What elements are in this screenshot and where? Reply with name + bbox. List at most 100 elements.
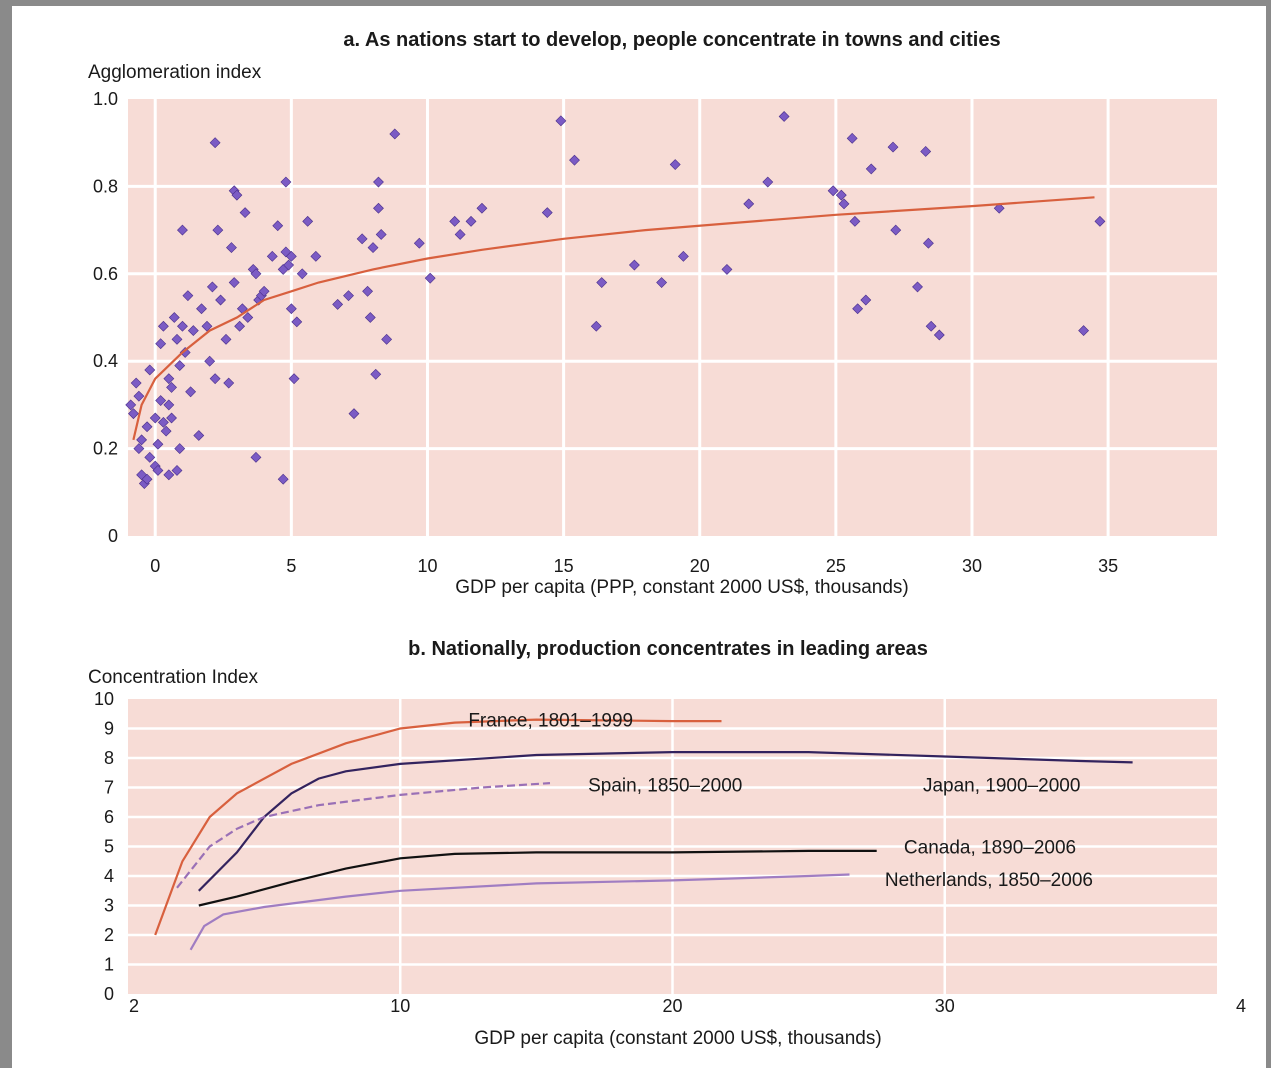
panel-a-data-point [280,176,292,188]
panel-a-data-point [141,473,153,485]
panel-a-data-point [149,412,161,424]
panel-a-x-ticks: 0 5 10 15 20 25 30 35 [150,556,1118,576]
panel-a-data-point [266,250,278,262]
panel-a-data-point [179,347,191,358]
panel-b-y-tick-label: 8 [104,748,114,768]
panel-a-data-point [310,250,322,262]
panel-a-data-point [465,215,477,227]
panel-a-data-point [285,303,297,315]
panel-a-data-point [912,281,923,293]
panel-a-data-point [291,316,303,328]
panel-b-series-label: Canada, 1890–2006 [904,838,1076,859]
panel-a-data-point [231,189,243,201]
panel-a-data-point [215,294,226,306]
panel-b-y-tick-label: 10 [94,689,114,709]
panel-a-data-point [177,320,188,332]
panel-a-data-point [128,408,139,420]
panel-a-data-point [656,277,668,288]
panel-a-data-point [155,395,167,406]
panel-a-data-point [277,473,289,485]
panel-a-data-point [476,202,488,214]
panel-b-x-ticks: 2 10 20 30 4 [129,996,1246,1016]
panel-a-data-point [174,360,186,371]
panel-a-data-point [212,224,224,236]
panel-a-data-point [343,290,354,302]
panel-b-x-tick-label: 30 [935,996,955,1016]
panel-a-data-point [209,137,221,149]
panel-a-x-tick-label: 0 [150,556,160,576]
panel-b-y-tick-label: 2 [104,925,114,945]
panel-a-x-tick-label: 30 [962,556,982,576]
panel-a-data-point [283,259,295,271]
panel-a-data-point [454,229,466,240]
panel-a-data-point [196,303,207,315]
panel-a-data-point [166,412,177,424]
panel-a-data-point [849,215,861,227]
panel-b-series-line [154,718,722,936]
panel-b-series-label: Japan, 1900–2000 [923,776,1080,797]
panel-a-trend-line [132,196,1095,441]
panel-a-data-point [381,333,393,345]
panel-b-series-line [189,873,850,951]
panel-a-data-point [424,272,436,284]
panel-a-data-point [356,233,368,245]
panel-b-y-tick-label: 7 [104,778,114,798]
panel-a-data-point [920,146,932,157]
panel-a-data-point [125,399,137,411]
panel-a-data-point [250,451,262,463]
panel-b-series-lines [154,718,1133,951]
panel-b-y-tick-label: 6 [104,807,114,827]
panel-b-x-tick-label: 2 [129,996,139,1016]
panel-a-data-point [743,198,755,210]
panel-b-x-tick-label: 10 [390,996,410,1016]
panel-a-data-point [778,111,790,122]
panel-a-data-point [171,333,183,345]
panel-a-data-point [367,242,379,254]
panel-a-x-tick-label: 35 [1098,556,1118,576]
panel-b-y-tick-label: 9 [104,719,114,739]
panel-a-data-point [182,290,194,302]
panel-b-y-tick-label: 5 [104,837,114,857]
panel-a-data-point [171,465,183,476]
panel-a-data-point [922,237,934,249]
panel-a-y-tick-label: 0.6 [93,264,118,284]
panel-b-y-axis-title: Concentration Index [88,667,259,688]
panel-a-data-point [204,355,216,367]
panel-a-x-tick-label: 10 [417,556,437,576]
panel-a-data-point [993,202,1005,214]
panel-a-data-point [168,312,180,323]
panel-b-y-tick-label: 0 [104,984,114,1004]
panel-a-data-point [133,443,145,455]
panel-a-data-point [234,320,246,332]
panel-a-data-point [163,399,175,411]
panel-a-data-point [677,250,689,262]
panel-a-y-tick-label: 1.0 [93,89,118,109]
panel-a-plot-area [128,99,1217,536]
panel-a-data-point [160,425,172,437]
panel-a-data-point [890,224,902,236]
panel-a-data-point [288,373,300,385]
panel-a-data-point [852,303,864,315]
panel-a-data-point [375,229,387,240]
panel-b-series-label: Spain, 1850–2000 [588,776,742,797]
panel-a-data-point [163,373,175,385]
panel-a-data-point [370,368,382,380]
panel-a-data-point [177,224,188,236]
panel-a-x-tick-label: 15 [554,556,574,576]
panel-a-data-point [835,189,847,201]
panel-a-data-point [185,386,197,398]
panel-b-series-labels: France, 1801–1999 Japan, 1900–2000 Spain, … [468,711,1093,891]
panel-a-data-point [174,443,186,455]
panel-b-y-tick-label: 1 [104,955,114,975]
panel-a-data-point [144,451,156,463]
panel-a-data-point [925,320,937,332]
panel-a-data-point [163,469,175,481]
panel-b-series-label: Netherlands, 1850–2006 [885,870,1093,891]
panel-a-data-point [364,312,376,323]
panel-a-x-tick-label: 5 [286,556,296,576]
panel-a-data-point [157,320,169,332]
panel-b-x-tick-label: 20 [662,996,682,1016]
panel-a-data-point [155,338,167,350]
panel-a-data-point [555,115,567,127]
panel-a-data-point [133,390,145,402]
